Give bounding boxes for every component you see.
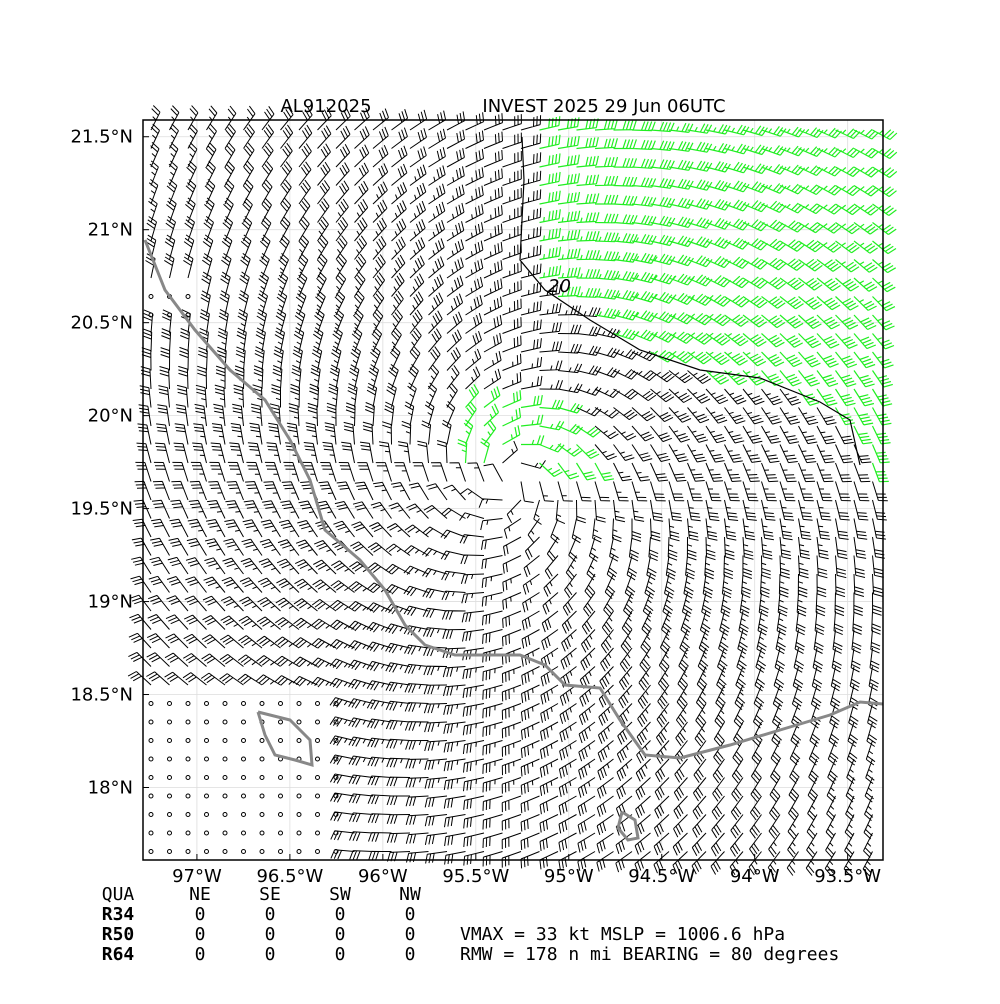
y-tick-label: 20.5°N [70,313,133,334]
x-tick-label: 93.5°W [814,866,881,887]
y-tick-label: 18°N [88,777,133,798]
table-cell: 0 [405,904,416,925]
y-tick-label: 19.5°N [70,499,133,520]
y-tick-label: 18.5°N [70,685,133,706]
table-cell: 0 [265,904,276,925]
grid [143,120,883,860]
table-cell: 0 [405,924,416,945]
table-header: QUA [102,884,135,905]
table-cell: 0 [265,924,276,945]
x-tick-label: 96.5°W [256,866,323,887]
y-tick-label: 21°N [88,220,133,241]
row-label: R64 [102,944,135,965]
barb-set [127,105,888,877]
table-cell: 0 [335,924,346,945]
x-tick-label: 95.5°W [442,866,509,887]
row-label: R50 [102,924,135,945]
axes: 97°W 96.5°W 96°W 95.5°W 95°W 94.5°W 94°W 93.5°W… [70,127,881,887]
table-cell: 0 [195,924,206,945]
table-cell: 0 [195,944,206,965]
table-cell: 0 [265,944,276,965]
table-cell: 0 [335,904,346,925]
x-tick-label: 96°W [358,866,408,887]
x-tick-label: 97°W [172,866,222,887]
table-header: NW [399,884,421,905]
storm-id: AL912025 [280,96,371,117]
contour-label: 20 [548,276,571,297]
coastline [143,239,884,760]
y-tick-label: 20°N [88,406,133,427]
y-tick-label: 21.5°N [70,127,133,148]
x-tick-label: 94.5°W [628,866,695,887]
row-label: R34 [102,904,135,925]
contour-line [519,136,861,466]
y-tick-label: 19°N [88,592,133,613]
table-cell: 0 [195,904,206,925]
table-cell: 0 [405,944,416,965]
table-cell: 0 [335,944,346,965]
summary-line: RMW = 178 n mi BEARING = 80 degrees [460,944,839,965]
summary-line: VMAX = 33 kt MSLP = 1006.6 hPa [460,924,785,945]
table-header: SW [329,884,351,905]
table-header: NE [189,884,211,905]
lake-outline [256,710,314,768]
plot-frame [142,119,884,861]
x-tick-label: 94°W [730,866,780,887]
table-header: SE [259,884,281,905]
x-tick-label: 95°W [544,866,594,887]
island-outline [616,810,640,842]
title: INVEST 2025 29 Jun 06UTC [482,96,725,117]
